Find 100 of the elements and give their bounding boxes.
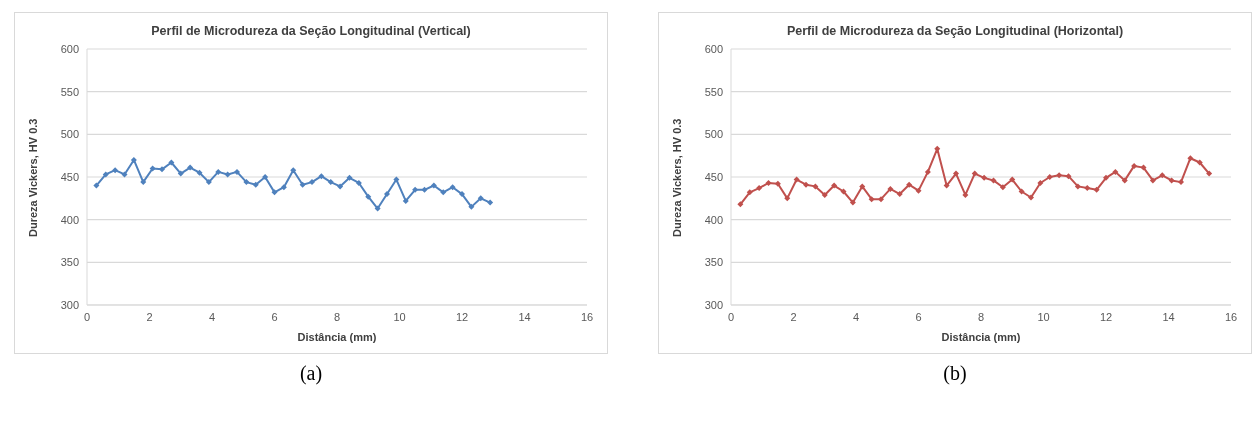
point	[784, 195, 791, 202]
x-tick-label: 6	[915, 310, 922, 323]
point	[999, 184, 1006, 191]
y-tick-label: 450	[60, 170, 79, 183]
point	[1065, 173, 1072, 180]
point	[187, 164, 194, 171]
point	[1009, 176, 1016, 183]
y-tick-label: 450	[704, 170, 723, 183]
point	[271, 189, 278, 196]
point	[102, 171, 109, 178]
point	[440, 189, 447, 196]
point	[1121, 177, 1128, 184]
point	[887, 185, 894, 192]
point	[393, 176, 400, 183]
point	[130, 156, 137, 163]
point	[1168, 177, 1175, 184]
point	[803, 181, 809, 188]
point	[1178, 179, 1184, 186]
point	[196, 169, 203, 176]
point	[355, 179, 362, 186]
point	[449, 184, 456, 191]
point	[1112, 168, 1119, 175]
y-tick-label: 300	[60, 298, 79, 311]
point	[468, 203, 475, 210]
text: (a)	[299, 362, 323, 385]
x-axis-title: Distância (mm)	[941, 331, 1021, 343]
x-tick-label: 2	[146, 310, 153, 323]
point	[234, 168, 240, 175]
point	[459, 191, 465, 198]
point	[149, 165, 156, 172]
point	[337, 183, 344, 190]
point	[859, 183, 866, 190]
point	[1140, 164, 1147, 171]
point	[140, 179, 147, 186]
point	[774, 180, 781, 187]
point	[990, 177, 997, 184]
point	[831, 182, 838, 189]
x-tick-label: 6	[271, 310, 278, 323]
point	[849, 199, 856, 206]
point	[299, 181, 306, 188]
y-tick-label: 350	[704, 256, 723, 269]
point	[290, 167, 297, 174]
y-tick-label: 550	[60, 85, 79, 98]
point	[971, 170, 978, 177]
point	[1037, 179, 1044, 186]
point	[1103, 174, 1109, 181]
point	[1206, 170, 1213, 177]
point	[746, 189, 753, 196]
point	[1018, 188, 1025, 195]
point	[168, 159, 175, 166]
point	[224, 171, 231, 178]
x-tick-label: 16	[1224, 310, 1238, 323]
point	[159, 166, 165, 173]
point	[981, 174, 988, 181]
x-tick-label: 0	[727, 310, 735, 323]
point	[318, 173, 325, 180]
point	[1093, 186, 1100, 193]
x-tick-label: 16	[580, 310, 594, 323]
x-tick-label: 10	[393, 310, 406, 323]
point	[346, 174, 353, 181]
point	[896, 191, 903, 198]
point	[384, 191, 390, 198]
point	[402, 197, 409, 204]
point	[1149, 177, 1156, 184]
point	[327, 179, 334, 186]
point	[840, 188, 847, 195]
point	[924, 168, 931, 175]
point	[215, 168, 222, 175]
point	[868, 196, 875, 203]
point	[962, 191, 969, 198]
y-axis-title: Dureza Vickers, HV 0.3	[670, 118, 683, 237]
x-tick-label: 2	[790, 310, 797, 323]
x-tick-label: 4	[208, 310, 216, 323]
point	[1074, 183, 1081, 190]
point	[252, 181, 259, 188]
point	[121, 171, 128, 178]
y-tick-label: 500	[60, 128, 79, 141]
point	[93, 182, 100, 189]
y-tick-label: 600	[60, 42, 79, 55]
point	[737, 201, 744, 208]
y-axis-title: Dureza Vickers, HV 0.3	[26, 118, 39, 237]
x-tick-label: 8	[977, 310, 985, 323]
y-tick-label: 600	[704, 42, 723, 55]
x-tick-label: 12	[455, 310, 469, 323]
point	[1084, 185, 1091, 192]
x-tick-label: 8	[333, 310, 341, 323]
chart-title: Perfil de Microdureza da Seção Longitudinal (Horizontal)	[786, 24, 1124, 38]
x-tick-label: 0	[83, 310, 91, 323]
point	[812, 183, 819, 190]
point	[793, 176, 800, 183]
point	[1046, 174, 1053, 180]
x-tick-label: 14	[518, 310, 531, 323]
y-tick-label: 550	[704, 85, 723, 98]
point	[309, 179, 315, 186]
point	[906, 181, 913, 188]
point	[1196, 159, 1203, 166]
point	[756, 185, 763, 192]
y-tick-label: 350	[60, 256, 79, 269]
y-tick-label: 500	[704, 128, 723, 141]
point	[421, 186, 428, 193]
